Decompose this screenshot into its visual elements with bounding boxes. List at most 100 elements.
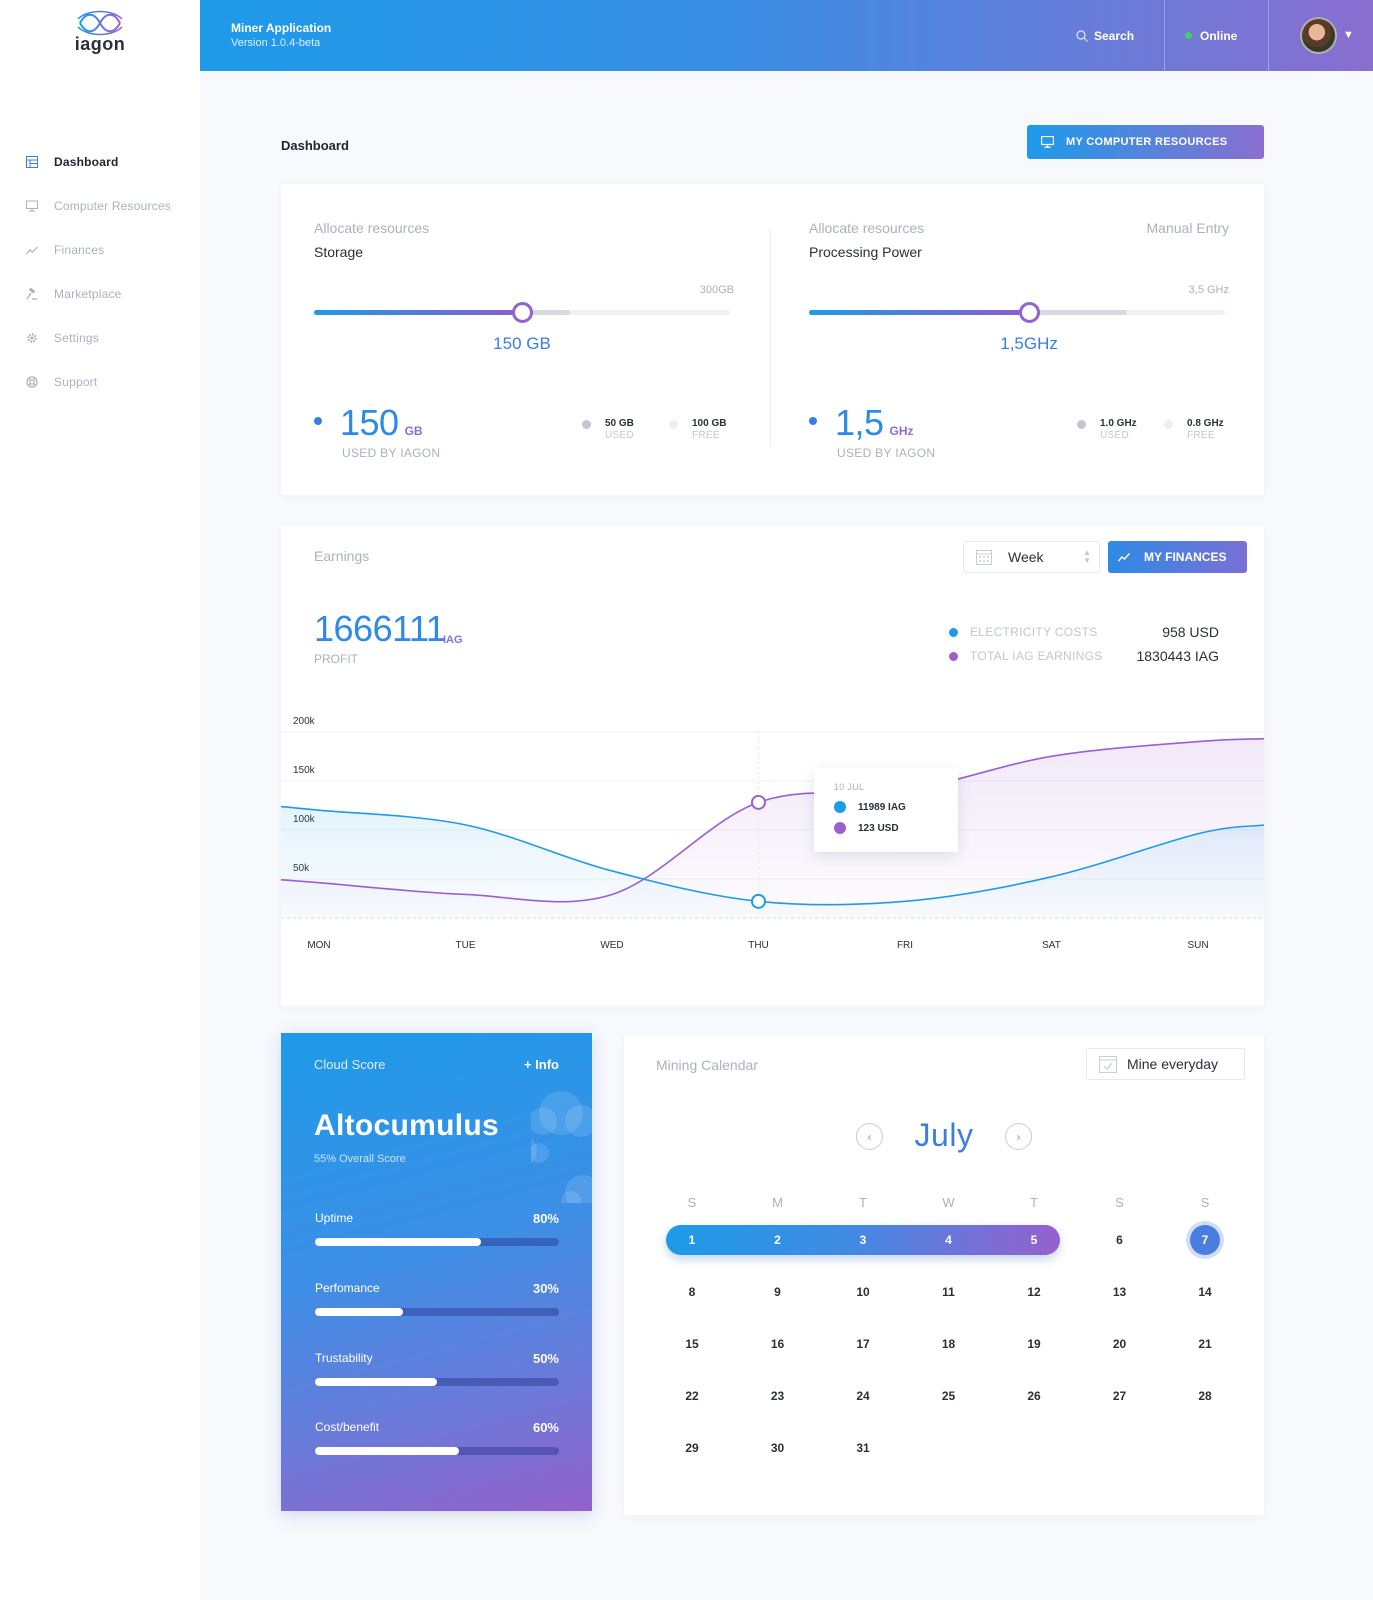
highlight-point-electricity: [751, 893, 766, 909]
y-tick-label: 150k: [293, 765, 316, 776]
period-value: Week: [1008, 549, 1044, 565]
used-dot: [809, 417, 817, 425]
legend-label: TOTAL IAG EARNINGS: [970, 649, 1103, 663]
calendar-day[interactable]: 5: [1030, 1233, 1038, 1247]
calendar-day[interactable]: 13: [1112, 1285, 1127, 1299]
calendar-day[interactable]: 9: [774, 1285, 781, 1299]
metric-fill: [315, 1308, 403, 1316]
calendar-day[interactable]: 27: [1112, 1389, 1127, 1403]
calendar-day[interactable]: 3: [859, 1233, 867, 1247]
weekday-label: S: [1200, 1195, 1210, 1210]
x-tick-label: WED: [600, 940, 623, 951]
series-area-electricity: [281, 806, 1264, 918]
weekday-label: S: [687, 1195, 697, 1210]
tooltip-dot: [834, 822, 846, 834]
my-finances-button[interactable]: MY FINANCES: [1108, 541, 1247, 573]
slider-handle[interactable]: [512, 302, 533, 323]
metric-uptime: Uptime 80%: [315, 1211, 559, 1246]
calendar-day[interactable]: 15: [685, 1337, 699, 1351]
status-dot: [1185, 32, 1192, 39]
sidebar-item-support[interactable]: Support: [0, 360, 200, 404]
calendar-day[interactable]: 17: [856, 1337, 870, 1351]
used-by-label: USED BY IAGON: [837, 446, 936, 460]
metric-fill: [315, 1238, 481, 1246]
metric-percent: 30%: [532, 1281, 559, 1296]
cloud-score-card: Cloud Score + Info Altocumulus 55% Overa…: [281, 1033, 592, 1511]
metric-bar: [315, 1447, 559, 1455]
legend-value: 958 USD: [1162, 624, 1219, 640]
calendar-day[interactable]: 29: [685, 1441, 699, 1455]
calendar-day[interactable]: 11: [942, 1285, 955, 1299]
sidebar-item-dashboard[interactable]: Dashboard: [0, 140, 200, 184]
calendar-day[interactable]: 21: [1198, 1337, 1212, 1351]
connection-status: Online: [1185, 0, 1237, 71]
calendar-day[interactable]: 16: [770, 1337, 785, 1351]
calendar-day[interactable]: 6: [1116, 1233, 1123, 1247]
calendar-day[interactable]: 1: [688, 1233, 696, 1247]
calendar-day[interactable]: 10: [856, 1285, 870, 1299]
calendar-day[interactable]: 2: [774, 1233, 781, 1247]
slider-handle[interactable]: [1019, 302, 1041, 323]
prev-month-button[interactable]: ‹: [856, 1123, 883, 1150]
next-month-button[interactable]: ›: [1005, 1123, 1032, 1150]
stat-free: 0.8 GHz FREE: [1164, 418, 1224, 441]
calendar-day[interactable]: 20: [1112, 1337, 1127, 1351]
sidebar-item-computer-resources[interactable]: Computer Resources: [0, 184, 200, 228]
series-area-iag: [281, 738, 1264, 918]
calendar-day[interactable]: 22: [685, 1389, 699, 1403]
sidebar-nav: Dashboard Computer Resources Finances Ma…: [0, 140, 200, 404]
sidebar: iagon Dashboard Computer Resources Finan…: [0, 0, 200, 1600]
metric-bar: [315, 1378, 559, 1386]
monitor-icon: [26, 200, 38, 212]
profit-unit: IAG: [443, 634, 463, 646]
period-select[interactable]: Week ▲ ▼: [963, 541, 1100, 573]
calendar-day[interactable]: 28: [1198, 1389, 1212, 1403]
calendar-day[interactable]: 25: [941, 1389, 956, 1403]
stat-value: 100 GB: [692, 418, 727, 429]
my-computer-resources-button[interactable]: MY COMPUTER RESOURCES: [1027, 125, 1264, 159]
storage-slider[interactable]: [314, 302, 730, 323]
calendar-day[interactable]: 7: [1201, 1233, 1209, 1247]
info-link[interactable]: + Info: [523, 1057, 559, 1072]
y-tick-label: 200k: [293, 716, 316, 727]
cloud-score-name: Altocumulus: [314, 1109, 499, 1142]
calendar-day[interactable]: 24: [856, 1389, 870, 1403]
sidebar-item-settings[interactable]: Settings: [0, 316, 200, 360]
allocate-heading: Allocate resources: [809, 220, 925, 236]
calendar-day[interactable]: 31: [856, 1441, 870, 1455]
manual-entry-link[interactable]: Manual Entry: [1146, 220, 1229, 236]
calendar-day[interactable]: 14: [1198, 1285, 1212, 1299]
status-label: Online: [1200, 28, 1238, 43]
calendar-day[interactable]: 18: [941, 1337, 956, 1351]
avatar[interactable]: [1300, 17, 1337, 54]
weekday-label: M: [772, 1195, 783, 1210]
stat-value: 0.8 GHz: [1187, 418, 1224, 429]
processing-slider[interactable]: [809, 302, 1225, 323]
tooltip-row-iag: 11989 IAG: [834, 801, 938, 813]
sidebar-item-finances[interactable]: Finances: [0, 228, 200, 272]
allocate-subtitle: Storage: [314, 244, 364, 260]
app-version: Version 1.0.4-beta: [231, 37, 321, 49]
slider-max-label: 3,5 GHz: [1188, 284, 1229, 296]
calendar-day[interactable]: 23: [770, 1389, 785, 1403]
search-button[interactable]: Search: [1076, 0, 1164, 71]
calendar-day[interactable]: 26: [1027, 1389, 1041, 1403]
calendar-day[interactable]: 8: [688, 1285, 696, 1299]
sidebar-item-marketplace[interactable]: Marketplace: [0, 272, 200, 316]
used-unit: GB: [404, 424, 423, 438]
tooltip-value: 123 USD: [858, 822, 899, 834]
logo[interactable]: iagon: [60, 10, 140, 62]
legend-electricity: ELECTRICITY COSTS 958 USD: [949, 624, 1219, 640]
chevron-down-icon[interactable]: ▼: [1343, 29, 1354, 41]
used-amount: 150 GB: [314, 402, 423, 444]
calendar-day[interactable]: 19: [1027, 1337, 1041, 1351]
legend-iag-earnings: TOTAL IAG EARNINGS 1830443 IAG: [949, 648, 1219, 664]
stat-value: 1.0 GHz: [1100, 418, 1137, 429]
calendar-day[interactable]: 4: [945, 1233, 952, 1247]
calendar-day[interactable]: 30: [770, 1441, 785, 1455]
button-label: Mine everyday: [1127, 1056, 1219, 1072]
sidebar-item-label: Settings: [54, 331, 99, 345]
mine-everyday-button[interactable]: Mine everyday: [1086, 1048, 1245, 1080]
used-amount: 1,5 GHz: [809, 402, 914, 444]
calendar-day[interactable]: 12: [1027, 1285, 1041, 1299]
